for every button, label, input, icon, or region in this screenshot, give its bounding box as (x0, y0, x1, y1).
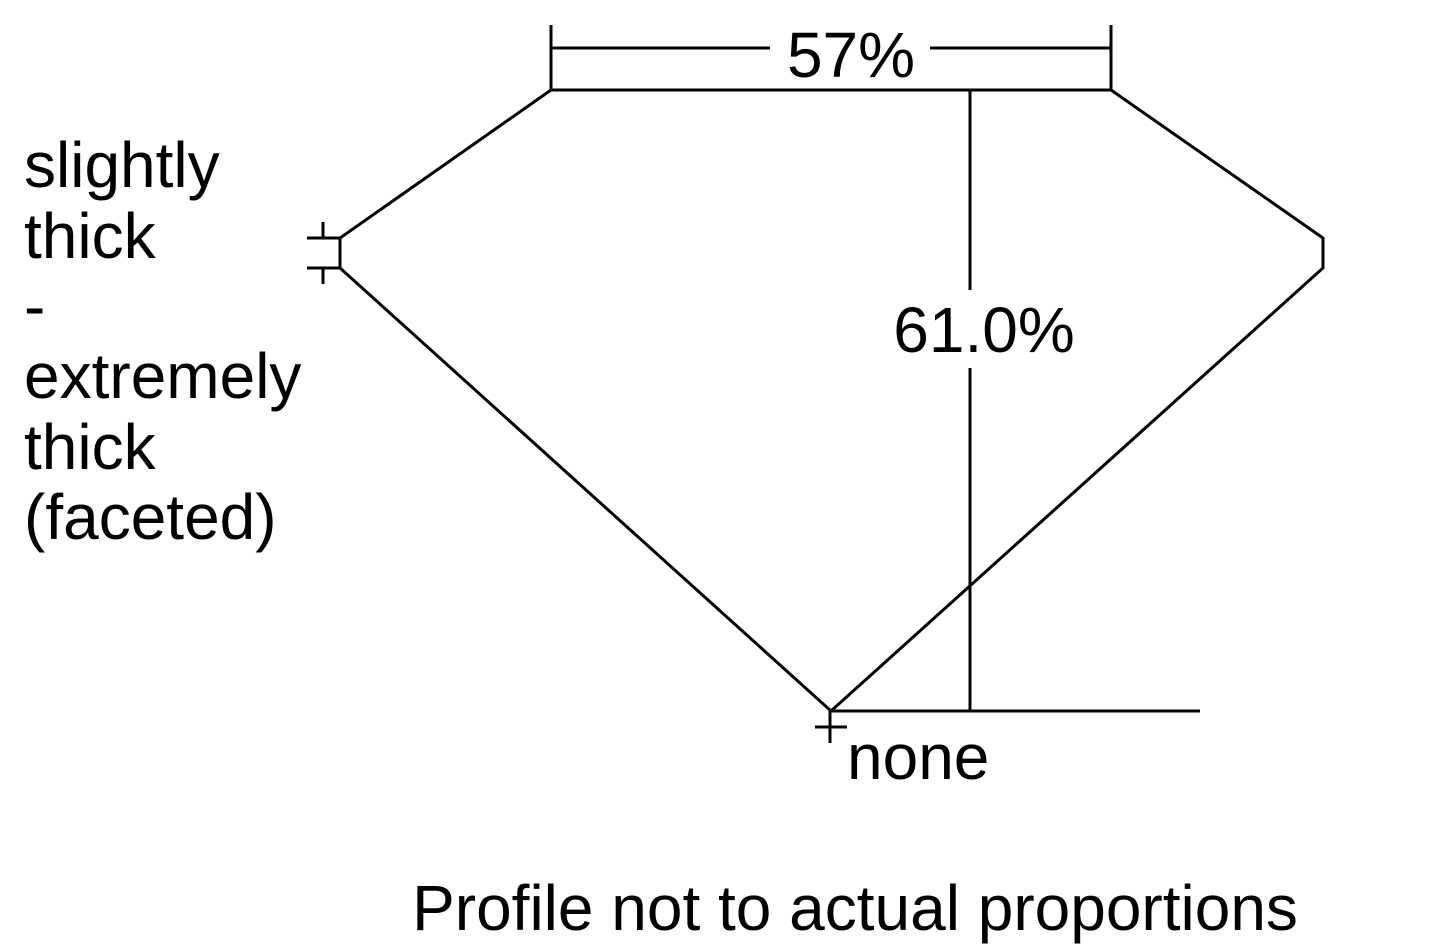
girdle-label-line: thick (24, 200, 157, 272)
girdle-label-line: (faceted) (24, 481, 277, 553)
diagram-caption: Profile not to actual proportions (412, 872, 1298, 944)
gem-outline (338, 88, 1325, 714)
girdle-label-line: - (24, 270, 45, 342)
table-percentage-label: 57% (787, 19, 915, 91)
girdle-label-line: thick (24, 411, 157, 483)
culet-label: none (847, 721, 989, 793)
depth-percentage-label: 61.0% (893, 294, 1074, 366)
girdle-label: slightly thick - extremely thick (facete… (24, 129, 301, 553)
girdle-label-line: extremely (24, 340, 301, 412)
girdle-label-line: slightly (24, 129, 220, 201)
